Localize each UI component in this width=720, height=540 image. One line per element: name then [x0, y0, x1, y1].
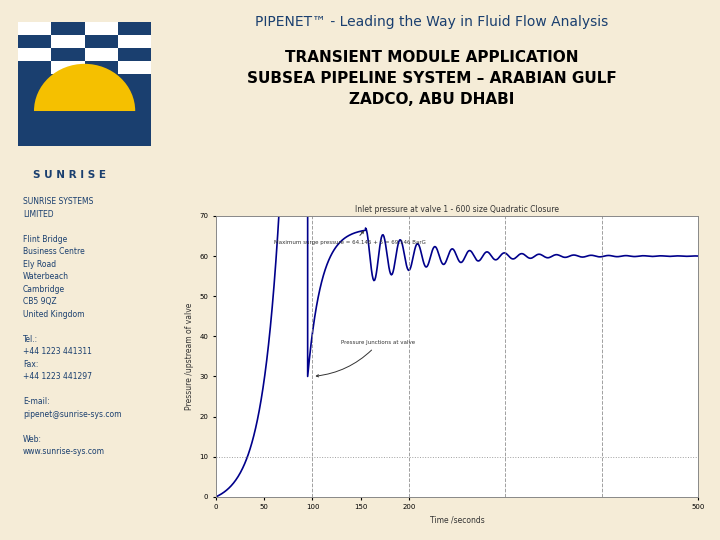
Y-axis label: Pressure /upstream of valve: Pressure /upstream of valve	[185, 303, 194, 410]
Text: TRANSIENT MODULE APPLICATION
SUBSEA PIPELINE SYSTEM – ARABIAN GULF
ZADCO, ABU DH: TRANSIENT MODULE APPLICATION SUBSEA PIPE…	[247, 50, 617, 107]
Wedge shape	[34, 64, 135, 111]
Bar	[18, 60, 51, 74]
Bar	[118, 35, 151, 48]
Text: S U N R I S E: S U N R I S E	[33, 170, 106, 180]
Bar	[51, 48, 85, 60]
Title: Inlet pressure at valve 1 - 600 size Quadratic Closure: Inlet pressure at valve 1 - 600 size Qua…	[355, 205, 559, 214]
X-axis label: Time /seconds: Time /seconds	[430, 516, 485, 525]
Bar	[118, 48, 151, 60]
Bar	[118, 60, 151, 74]
Text: SUNRISE SYSTEMS
LIMITED

Flint Bridge
Business Centre
Ely Road
Waterbeach
Cambri: SUNRISE SYSTEMS LIMITED Flint Bridge Bus…	[23, 197, 121, 456]
Bar	[51, 35, 85, 48]
Bar	[18, 35, 51, 48]
Bar	[51, 60, 85, 74]
Bar	[85, 60, 118, 74]
Bar	[85, 22, 118, 35]
Bar	[18, 48, 51, 60]
Text: Maximum surge pressure = 64.146 + 5 = 69.146 BarG: Maximum surge pressure = 64.146 + 5 = 69…	[274, 231, 426, 245]
Text: PIPENET™ - Leading the Way in Fluid Flow Analysis: PIPENET™ - Leading the Way in Fluid Flow…	[256, 15, 608, 29]
Text: Pressure Junctions at valve: Pressure Junctions at valve	[316, 340, 415, 377]
Bar	[118, 22, 151, 35]
Bar	[85, 48, 118, 60]
Bar	[18, 22, 51, 35]
Bar	[51, 22, 85, 35]
Bar	[85, 35, 118, 48]
